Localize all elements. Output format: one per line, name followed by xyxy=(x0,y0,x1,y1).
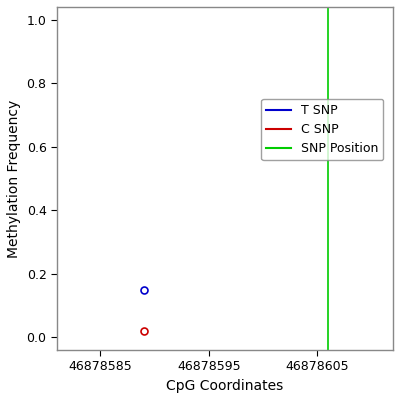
Y-axis label: Methylation Frequency: Methylation Frequency xyxy=(7,99,21,258)
X-axis label: CpG Coordinates: CpG Coordinates xyxy=(166,379,284,393)
Legend: T SNP, C SNP, SNP Position: T SNP, C SNP, SNP Position xyxy=(261,99,384,160)
